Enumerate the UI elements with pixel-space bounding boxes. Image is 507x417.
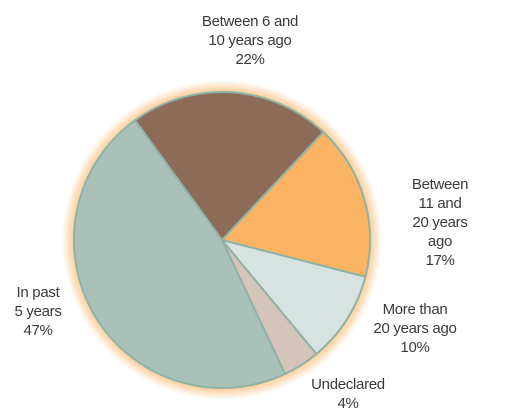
slice-label: More than 20 years ago 10% [373,300,456,357]
pie-slice [133,91,325,242]
category-label: Undeclared [311,376,385,393]
slice-label: Between 11 and 20 years ago 17% [407,175,474,270]
category-label: More than 20 years ago [373,301,457,337]
slice-label: Between 6 and 10 years ago 22% [202,12,298,69]
slice-label: In past 5 years 47% [14,283,61,340]
category-label: Between 11 and 20 years ago [411,176,469,250]
value-label: 22% [235,51,265,68]
category-label: In past 5 years [14,284,62,320]
pie-slice [219,238,367,356]
value-label: 17% [425,252,455,269]
value-label: 4% [337,395,359,412]
category-label: Between 6 and 10 years ago [201,13,299,49]
value-label: 10% [400,339,430,356]
pie-slice [220,130,371,279]
value-label: 47% [23,322,53,339]
pie-slice [73,118,287,389]
pie [73,91,371,389]
slice-label: Undeclared 4% [311,375,385,413]
